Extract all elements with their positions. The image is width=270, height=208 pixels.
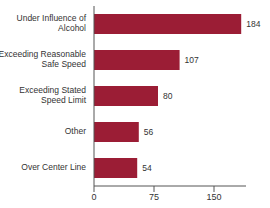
svg-text:56: 56 — [144, 127, 154, 137]
svg-text:Under Influence ofAlcohol: Under Influence ofAlcohol — [17, 13, 87, 33]
svg-text:150: 150 — [206, 192, 221, 202]
svg-text:Over Center Line: Over Center Line — [21, 162, 86, 172]
svg-text:107: 107 — [185, 55, 199, 65]
svg-text:80: 80 — [163, 91, 173, 101]
svg-text:Other: Other — [65, 126, 86, 136]
svg-text:75: 75 — [149, 192, 159, 202]
svg-text:Exceeding StatedSpeed Limit: Exceeding StatedSpeed Limit — [19, 85, 86, 105]
svg-text:Exceeding ReasonableSafe Speed: Exceeding ReasonableSafe Speed — [8, 49, 86, 69]
svg-text:184: 184 — [246, 19, 260, 29]
svg-text:0: 0 — [91, 192, 96, 202]
svg-text:54: 54 — [142, 163, 152, 173]
